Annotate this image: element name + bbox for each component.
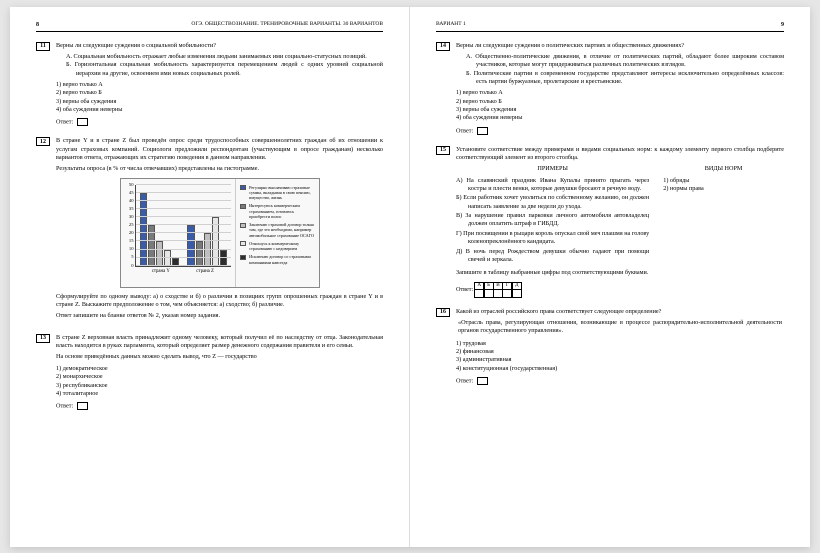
- header-right: ВАРИАНТ 1 9: [436, 21, 784, 32]
- q11-options: 1) верно только А 2) верно только Б 3) в…: [56, 81, 383, 114]
- q16-stem: Какой из отраслей российского права соот…: [456, 308, 784, 316]
- q15-examples: А) На славянский праздник Ивана Купалы п…: [456, 177, 649, 265]
- qnum-box: 13: [36, 334, 50, 343]
- q13-answer: Ответ:: [56, 402, 383, 411]
- qnum-box: 16: [436, 308, 450, 317]
- book-title: ОГЭ. ОБЩЕСТВОЗНАНИЕ. ТРЕНИРОВОЧНЫЕ ВАРИА…: [191, 21, 383, 29]
- answer-box[interactable]: [77, 402, 88, 410]
- q14-A: А. Общественно-политические движения, в …: [466, 53, 784, 70]
- q12-p2: Результаты опроса (в % от числа отвечавш…: [56, 165, 383, 173]
- answer-box[interactable]: [477, 127, 488, 135]
- answer-grid[interactable]: А Б В Г Д: [475, 282, 522, 298]
- types-header: ВИДЫ НОРМ: [663, 165, 784, 173]
- q15-answer: Ответ: А Б В Г Д: [456, 282, 784, 298]
- q13-stem: В стране Z верховная власть принадлежит …: [56, 334, 383, 351]
- q11-B: Б. Горизонтальная социальная мобильность…: [66, 61, 383, 78]
- q11-A: А. Социальная мобильность отражает любые…: [66, 53, 383, 61]
- question-12: 12 В стране Y и в стране Z был проведён …: [36, 137, 383, 324]
- q14-stem: Верны ли следующие суждения о политическ…: [456, 42, 784, 50]
- q15-types: 1) обряды 2) нормы права: [663, 177, 784, 194]
- page-number-left: 8: [36, 21, 39, 29]
- page-number-right: 9: [781, 21, 784, 29]
- qnum-box: 11: [36, 42, 50, 51]
- answer-box[interactable]: [477, 377, 488, 385]
- q12-p4: Ответ запишите на бланке ответов № 2, ук…: [56, 312, 383, 320]
- question-16: 16 Какой из отраслей российского права с…: [436, 308, 784, 386]
- question-14: 14 Верны ли следующие суждения о политич…: [436, 42, 784, 136]
- q14-B: Б. Политические партии в современном гос…: [466, 70, 784, 87]
- question-15: 15 Установите соответствие между примера…: [436, 146, 784, 298]
- examples-header: ПРИМЕРЫ: [456, 165, 649, 173]
- q13-options: 1) демократическое 2) монархическое 3) р…: [56, 365, 383, 398]
- q14-options: 1) верно только А 2) верно только Б 3) в…: [456, 89, 784, 122]
- q14-answer: Ответ:: [456, 127, 784, 136]
- q12-p3: Сформулируйте по одному выводу: а) о схо…: [56, 293, 383, 310]
- qnum-box: 15: [436, 146, 450, 155]
- qnum-box: 12: [36, 137, 50, 146]
- page-spread: 8 ОГЭ. ОБЩЕСТВОЗНАНИЕ. ТРЕНИРОВОЧНЫЕ ВАР…: [10, 7, 810, 547]
- answer-box[interactable]: [77, 118, 88, 126]
- q12-p1: В стране Y и в стране Z был проведён опр…: [56, 137, 383, 162]
- question-13: 13 В стране Z верховная власть принадлеж…: [36, 334, 383, 411]
- chart-bars: [136, 185, 232, 266]
- chart-legend: Регулярно выплачиваю страховые суммы, вк…: [235, 179, 318, 287]
- q13-stem2: На основе приведённых данных можно сдела…: [56, 353, 383, 361]
- q11-stem: Верны ли следующие суждения о социальной…: [56, 42, 383, 50]
- variant-title: ВАРИАНТ 1: [436, 21, 466, 29]
- q12-chart: 05101520253035404550 страна Y страна Z Р…: [120, 178, 320, 288]
- page-left: 8 ОГЭ. ОБЩЕСТВОЗНАНИЕ. ТРЕНИРОВОЧНЫЕ ВАР…: [10, 7, 410, 547]
- qnum-box: 14: [436, 42, 450, 51]
- q15-instruct: Запишите в таблицу выбранные цифры под с…: [456, 269, 784, 277]
- page-right: ВАРИАНТ 1 9 14 Верны ли следующие сужден…: [410, 7, 810, 547]
- q16-answer: Ответ:: [456, 377, 784, 386]
- q16-quote: «Отрасль права, регулирующая отношения, …: [456, 319, 784, 336]
- chart-xlabels: страна Y страна Z: [135, 269, 232, 275]
- header-left: 8 ОГЭ. ОБЩЕСТВОЗНАНИЕ. ТРЕНИРОВОЧНЫЕ ВАР…: [36, 21, 383, 32]
- q11-answer: Ответ:: [56, 118, 383, 127]
- question-11: 11 Верны ли следующие суждения о социаль…: [36, 42, 383, 128]
- q15-stem: Установите соответствие между примерами …: [456, 146, 784, 163]
- q16-options: 1) трудовая 2) финансовая 3) администрат…: [456, 340, 784, 373]
- chart-plot: 05101520253035404550: [135, 185, 232, 267]
